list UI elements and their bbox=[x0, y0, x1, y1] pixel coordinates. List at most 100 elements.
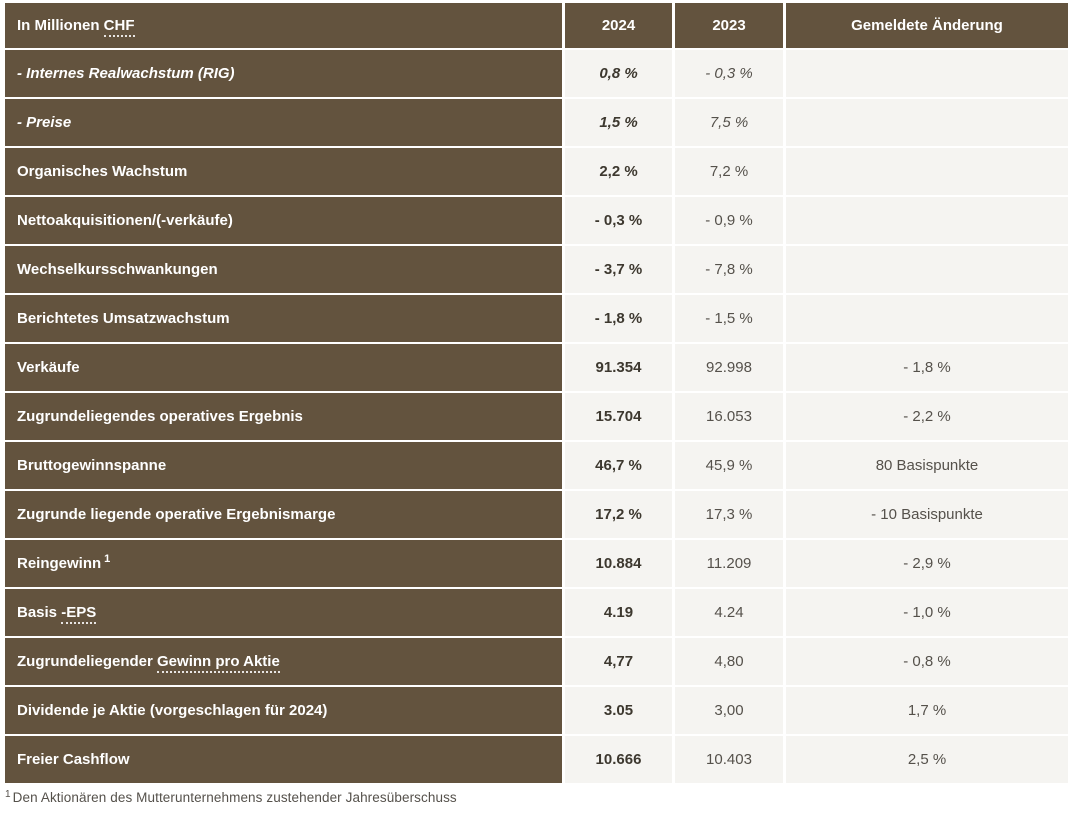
row-label-cell: Nettoakquisitionen/(-verkäufe) bbox=[5, 197, 562, 244]
row-label-text: Nettoakquisitionen/(-verkäufe) bbox=[17, 212, 233, 229]
table-row: Berichtetes Umsatzwachstum - 1,8 % - 1,5 % bbox=[5, 295, 1068, 342]
change-cell bbox=[786, 295, 1068, 342]
row-label-cell: Freier Cashflow bbox=[5, 736, 562, 783]
change-cell: 2,5 % bbox=[786, 736, 1068, 783]
value-2023-cell: 3,00 bbox=[675, 687, 783, 734]
row-label-cell: Zugrundeliegender Gewinn pro Aktie bbox=[5, 638, 562, 685]
header-label-cell: In Millionen CHF bbox=[5, 3, 562, 48]
value-2023-cell: 7,5 % bbox=[675, 99, 783, 146]
row-label-cell: Basis -EPS bbox=[5, 589, 562, 636]
change-cell: - 1,8 % bbox=[786, 344, 1068, 391]
glossary-term[interactable]: -EPS bbox=[61, 604, 97, 624]
value-2023-cell: 7,2 % bbox=[675, 148, 783, 195]
value-2024-cell: 3.05 bbox=[565, 687, 672, 734]
row-label-text: Bruttogewinnspanne bbox=[17, 457, 167, 474]
row-label-cell: - Internes Realwachstum (RIG) bbox=[5, 50, 562, 97]
header-label-text: In Millionen bbox=[17, 17, 104, 34]
table-row: - Preise 1,5 % 7,5 % bbox=[5, 99, 1068, 146]
row-label-cell: Dividende je Aktie (vorgeschlagen für 20… bbox=[5, 687, 562, 734]
value-2024-cell: 15.704 bbox=[565, 393, 672, 440]
row-label-cell: Bruttogewinnspanne bbox=[5, 442, 562, 489]
value-2023-cell: 4.24 bbox=[675, 589, 783, 636]
row-label-cell: Reingewinn 1 bbox=[5, 540, 562, 587]
row-label-cell: - Preise bbox=[5, 99, 562, 146]
change-cell: 80 Basispunkte bbox=[786, 442, 1068, 489]
header-row: In Millionen CHF 2024 2023 Gemeldete Änd… bbox=[5, 3, 1068, 48]
row-label-text: Zugrunde liegende operative Ergebnismarg… bbox=[17, 506, 336, 523]
table-row: Verkäufe 91.354 92.998- 1,8 % bbox=[5, 344, 1068, 391]
value-2024-cell: 4,77 bbox=[565, 638, 672, 685]
glossary-term[interactable]: Gewinn pro Aktie bbox=[157, 653, 280, 673]
change-cell: - 1,0 % bbox=[786, 589, 1068, 636]
change-cell bbox=[786, 197, 1068, 244]
header-change-cell: Gemeldete Änderung bbox=[786, 3, 1068, 48]
value-2024-cell: 17,2 % bbox=[565, 491, 672, 538]
row-label-cell: Organisches Wachstum bbox=[5, 148, 562, 195]
value-2024-cell: - 3,7 % bbox=[565, 246, 672, 293]
row-label-text: Wechselkursschwankungen bbox=[17, 261, 218, 278]
change-cell: - 2,9 % bbox=[786, 540, 1068, 587]
value-2023-cell: - 0,3 % bbox=[675, 50, 783, 97]
row-label-text: Organisches Wachstum bbox=[17, 163, 188, 180]
change-cell: - 2,2 % bbox=[786, 393, 1068, 440]
table-row: Bruttogewinnspanne 46,7 % 45,9 % 80 Basispu… bbox=[5, 442, 1068, 489]
glossary-term-chf[interactable]: CHF bbox=[103, 17, 135, 37]
value-2024-cell: 4.19 bbox=[565, 589, 672, 636]
row-label-cell: Zugrundeliegendes operatives Ergebnis bbox=[5, 393, 562, 440]
footnote-text: Den Aktionären des Mutterunternehmens zu… bbox=[12, 790, 457, 805]
row-label-text: Freier Cashflow bbox=[17, 751, 130, 768]
footnote-ref: 1 bbox=[104, 553, 111, 565]
value-2023-cell: 45,9 % bbox=[675, 442, 783, 489]
row-label-text: Zugrundeliegendes operatives Ergebnis bbox=[17, 408, 303, 425]
value-2024-cell: 10.666 bbox=[565, 736, 672, 783]
value-2023-cell: 92.998 bbox=[675, 344, 783, 391]
value-2024-cell: 10.884 bbox=[565, 540, 672, 587]
change-cell bbox=[786, 99, 1068, 146]
financial-results-table: In Millionen CHF 2024 2023 Gemeldete Änd… bbox=[2, 1, 1071, 785]
change-cell bbox=[786, 50, 1068, 97]
table-row: Wechselkursschwankungen - 3,7 % - 7,8 % bbox=[5, 246, 1068, 293]
value-2024-cell: - 0,3 % bbox=[565, 197, 672, 244]
value-2023-cell: 4,80 bbox=[675, 638, 783, 685]
change-cell: 1,7 % bbox=[786, 687, 1068, 734]
table-body: - Internes Realwachstum (RIG) 0,8 % - 0,3 … bbox=[5, 50, 1068, 783]
row-label-cell: Zugrunde liegende operative Ergebnismarg… bbox=[5, 491, 562, 538]
value-2024-cell: 0,8 % bbox=[565, 50, 672, 97]
value-2024-cell: 2,2 % bbox=[565, 148, 672, 195]
row-label-text: - Preise bbox=[17, 114, 72, 131]
header-2023-cell: 2023 bbox=[675, 3, 783, 48]
footnote-marker: 1 bbox=[5, 788, 11, 800]
row-label-text: Basis bbox=[17, 604, 62, 621]
change-cell: - 0,8 % bbox=[786, 638, 1068, 685]
row-label-text: Berichtetes Umsatzwachstum bbox=[17, 310, 230, 327]
change-cell: - 10 Basispunkte bbox=[786, 491, 1068, 538]
row-label-text: Zugrundeliegender bbox=[17, 653, 158, 670]
change-cell bbox=[786, 246, 1068, 293]
table-row: Basis -EPS 4.19 4.24- 1,0 % bbox=[5, 589, 1068, 636]
table-row: Zugrunde liegende operative Ergebnismarg… bbox=[5, 491, 1068, 538]
value-2023-cell: 11.209 bbox=[675, 540, 783, 587]
table-row: Zugrundeliegendes operatives Ergebnis 15.… bbox=[5, 393, 1068, 440]
value-2023-cell: - 1,5 % bbox=[675, 295, 783, 342]
table-row: - Internes Realwachstum (RIG) 0,8 % - 0,3 … bbox=[5, 50, 1068, 97]
value-2024-cell: 46,7 % bbox=[565, 442, 672, 489]
row-label-text: Reingewinn bbox=[17, 555, 102, 572]
row-label-cell: Wechselkursschwankungen bbox=[5, 246, 562, 293]
header-2024-cell: 2024 bbox=[565, 3, 672, 48]
value-2024-cell: - 1,8 % bbox=[565, 295, 672, 342]
footnote: 1 Den Aktionären des Mutterunternehmens z… bbox=[2, 785, 1070, 811]
row-label-text: Dividende je Aktie (vorgeschlagen für 20… bbox=[17, 702, 328, 719]
value-2024-cell: 91.354 bbox=[565, 344, 672, 391]
row-label-text: - Internes Realwachstum (RIG) bbox=[17, 65, 235, 82]
value-2023-cell: - 0,9 % bbox=[675, 197, 783, 244]
table-row: Organisches Wachstum 2,2 % 7,2 % bbox=[5, 148, 1068, 195]
value-2023-cell: 17,3 % bbox=[675, 491, 783, 538]
row-label-text: Verkäufe bbox=[17, 359, 80, 376]
value-2024-cell: 1,5 % bbox=[565, 99, 672, 146]
table-row: Freier Cashflow 10.666 10.403 2,5 % bbox=[5, 736, 1068, 783]
change-cell bbox=[786, 148, 1068, 195]
table-row: Dividende je Aktie (vorgeschlagen für 20… bbox=[5, 687, 1068, 734]
value-2023-cell: - 7,8 % bbox=[675, 246, 783, 293]
row-label-cell: Verkäufe bbox=[5, 344, 562, 391]
value-2023-cell: 10.403 bbox=[675, 736, 783, 783]
